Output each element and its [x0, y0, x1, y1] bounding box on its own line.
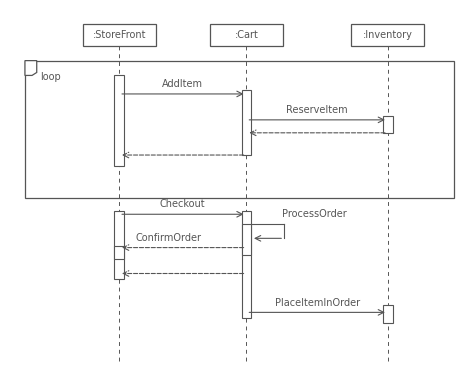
Bar: [115, 75, 124, 166]
Polygon shape: [25, 61, 36, 75]
Text: :Cart: :Cart: [235, 30, 258, 40]
Bar: [242, 211, 251, 318]
Bar: [115, 246, 124, 259]
Text: ReserveItem: ReserveItem: [286, 105, 348, 115]
Text: PlaceItemInOrder: PlaceItemInOrder: [274, 298, 360, 308]
Bar: [82, 23, 156, 46]
Bar: [242, 90, 251, 155]
Bar: [383, 305, 392, 323]
Text: AddItem: AddItem: [162, 79, 203, 89]
Bar: [383, 116, 392, 133]
Text: ConfirmOrder: ConfirmOrder: [136, 233, 201, 243]
Text: :Inventory: :Inventory: [363, 30, 413, 40]
Bar: [115, 211, 124, 279]
Bar: [25, 61, 454, 198]
Bar: [351, 23, 424, 46]
Text: ProcessOrder: ProcessOrder: [282, 209, 346, 219]
Bar: [242, 223, 251, 255]
Bar: [210, 23, 283, 46]
Text: :StoreFront: :StoreFront: [92, 30, 146, 40]
Text: Checkout: Checkout: [160, 200, 206, 210]
Text: loop: loop: [40, 72, 61, 82]
